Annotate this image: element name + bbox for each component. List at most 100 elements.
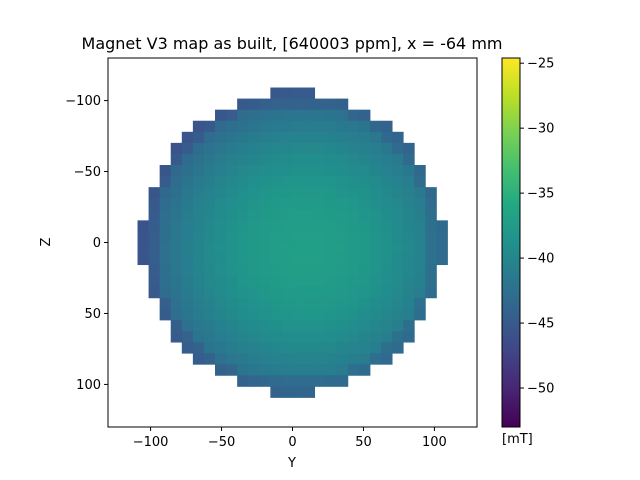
- heatmap-cell: [292, 109, 304, 122]
- heatmap-cell: [215, 286, 227, 299]
- heatmap-cell: [281, 297, 293, 310]
- heatmap-cell: [170, 308, 183, 321]
- heatmap-cell: [259, 220, 271, 232]
- heatmap-cell: [226, 364, 238, 376]
- heatmap-cell: [259, 109, 271, 122]
- heatmap-cell: [237, 353, 249, 365]
- heatmap-cell: [248, 331, 260, 343]
- heatmap-cell: [381, 353, 393, 365]
- heatmap-cell: [148, 231, 161, 243]
- heatmap-cell: [358, 153, 371, 166]
- heatmap-cell: [314, 109, 327, 122]
- heatmap-cell: [203, 319, 216, 332]
- heatmap-cell: [336, 319, 349, 332]
- heatmap-cell: [259, 231, 271, 243]
- colorbar-tick-label: −50: [527, 382, 554, 397]
- heatmap-cell: [325, 231, 338, 243]
- heatmap-cell: [414, 231, 426, 243]
- heatmap-cell: [248, 131, 260, 144]
- heatmap-cell: [259, 319, 271, 332]
- heatmap-cell: [270, 153, 282, 166]
- heatmap-cell: [248, 165, 260, 177]
- heatmap-cell: [248, 264, 260, 277]
- x-axis: −100 −50 0 50 100: [133, 427, 447, 450]
- heatmap-cell: [347, 131, 360, 144]
- heatmap-cell: [303, 275, 316, 288]
- heatmap-cell: [259, 131, 271, 144]
- heatmap-cell: [336, 375, 349, 387]
- heatmap-cell: [425, 231, 437, 243]
- heatmap-cell: [226, 220, 238, 232]
- heatmap-cell: [170, 231, 183, 243]
- heatmap-cell: [314, 120, 327, 133]
- heatmap-cell: [381, 142, 393, 155]
- heatmap-cell: [148, 275, 161, 288]
- heatmap-cell: [392, 331, 404, 343]
- heatmap-cell: [303, 308, 316, 321]
- heatmap-cell: [270, 120, 282, 133]
- heatmap-cell: [347, 242, 360, 254]
- heatmap-cell: [237, 209, 249, 221]
- heatmap-cell: [237, 253, 249, 266]
- heatmap-cell: [170, 220, 183, 232]
- heatmap-cell: [181, 165, 194, 177]
- heatmap-cell: [436, 253, 448, 266]
- heatmap-cell: [237, 98, 249, 111]
- heatmap-cell: [281, 353, 293, 365]
- heatmap-cell: [392, 253, 404, 266]
- heatmap-cell: [237, 109, 249, 122]
- heatmap-cell: [203, 198, 216, 210]
- heatmap-cell: [148, 253, 161, 266]
- heatmap-cell: [215, 209, 227, 221]
- heatmap-cell: [358, 176, 371, 188]
- heatmap-cell: [159, 209, 172, 221]
- heatmap-cell: [303, 198, 316, 210]
- heatmap-cell: [270, 165, 282, 177]
- heatmap-cell: [292, 176, 304, 188]
- heatmap-cell: [237, 308, 249, 321]
- heatmap-cell: [325, 142, 338, 155]
- heatmap-cell: [381, 187, 393, 199]
- heatmap-cell: [369, 331, 382, 343]
- heatmap-cell: [226, 297, 238, 310]
- heatmap-cell: [381, 176, 393, 188]
- heatmap-cell: [303, 131, 316, 144]
- heatmap-cell: [381, 231, 393, 243]
- heatmap-cell: [314, 319, 327, 332]
- colorbar-tick-label: −40: [527, 252, 554, 267]
- heatmap-cell: [281, 187, 293, 199]
- heatmap-cell: [192, 308, 205, 321]
- heatmap-cell: [358, 109, 371, 122]
- heatmap-cell: [392, 198, 404, 210]
- heatmap-cell: [369, 198, 382, 210]
- heatmap-cell: [192, 153, 205, 166]
- heatmap-cell: [347, 153, 360, 166]
- heatmap-cell: [237, 153, 249, 166]
- heatmap-cell: [170, 286, 183, 299]
- heatmap-cell: [259, 364, 271, 376]
- heatmap-cell: [392, 264, 404, 277]
- heatmap-cell: [347, 109, 360, 122]
- heatmap-cell: [414, 264, 426, 277]
- heatmap-cell: [381, 153, 393, 166]
- heatmap-cell: [259, 187, 271, 199]
- heatmap-cell: [137, 242, 149, 254]
- x-tick-label: −100: [133, 435, 169, 450]
- heatmap-cell: [403, 231, 415, 243]
- heatmap-cell: [414, 209, 426, 221]
- heatmap-cell: [259, 375, 271, 387]
- heatmap-cell: [325, 131, 338, 144]
- heatmap-cell: [226, 198, 238, 210]
- heatmap-cell: [281, 308, 293, 321]
- heatmap-cell: [181, 142, 194, 155]
- heatmap-cell: [314, 253, 327, 266]
- x-tick-label: −50: [208, 435, 235, 450]
- heatmap-cell: [325, 353, 338, 365]
- heatmap-cell: [381, 275, 393, 288]
- heatmap-cell: [347, 253, 360, 266]
- heatmap-cell: [259, 98, 271, 111]
- heatmap-cell: [336, 98, 349, 111]
- heatmap-cell: [325, 253, 338, 266]
- heatmap-cell: [336, 231, 349, 243]
- heatmap-cell: [215, 319, 227, 332]
